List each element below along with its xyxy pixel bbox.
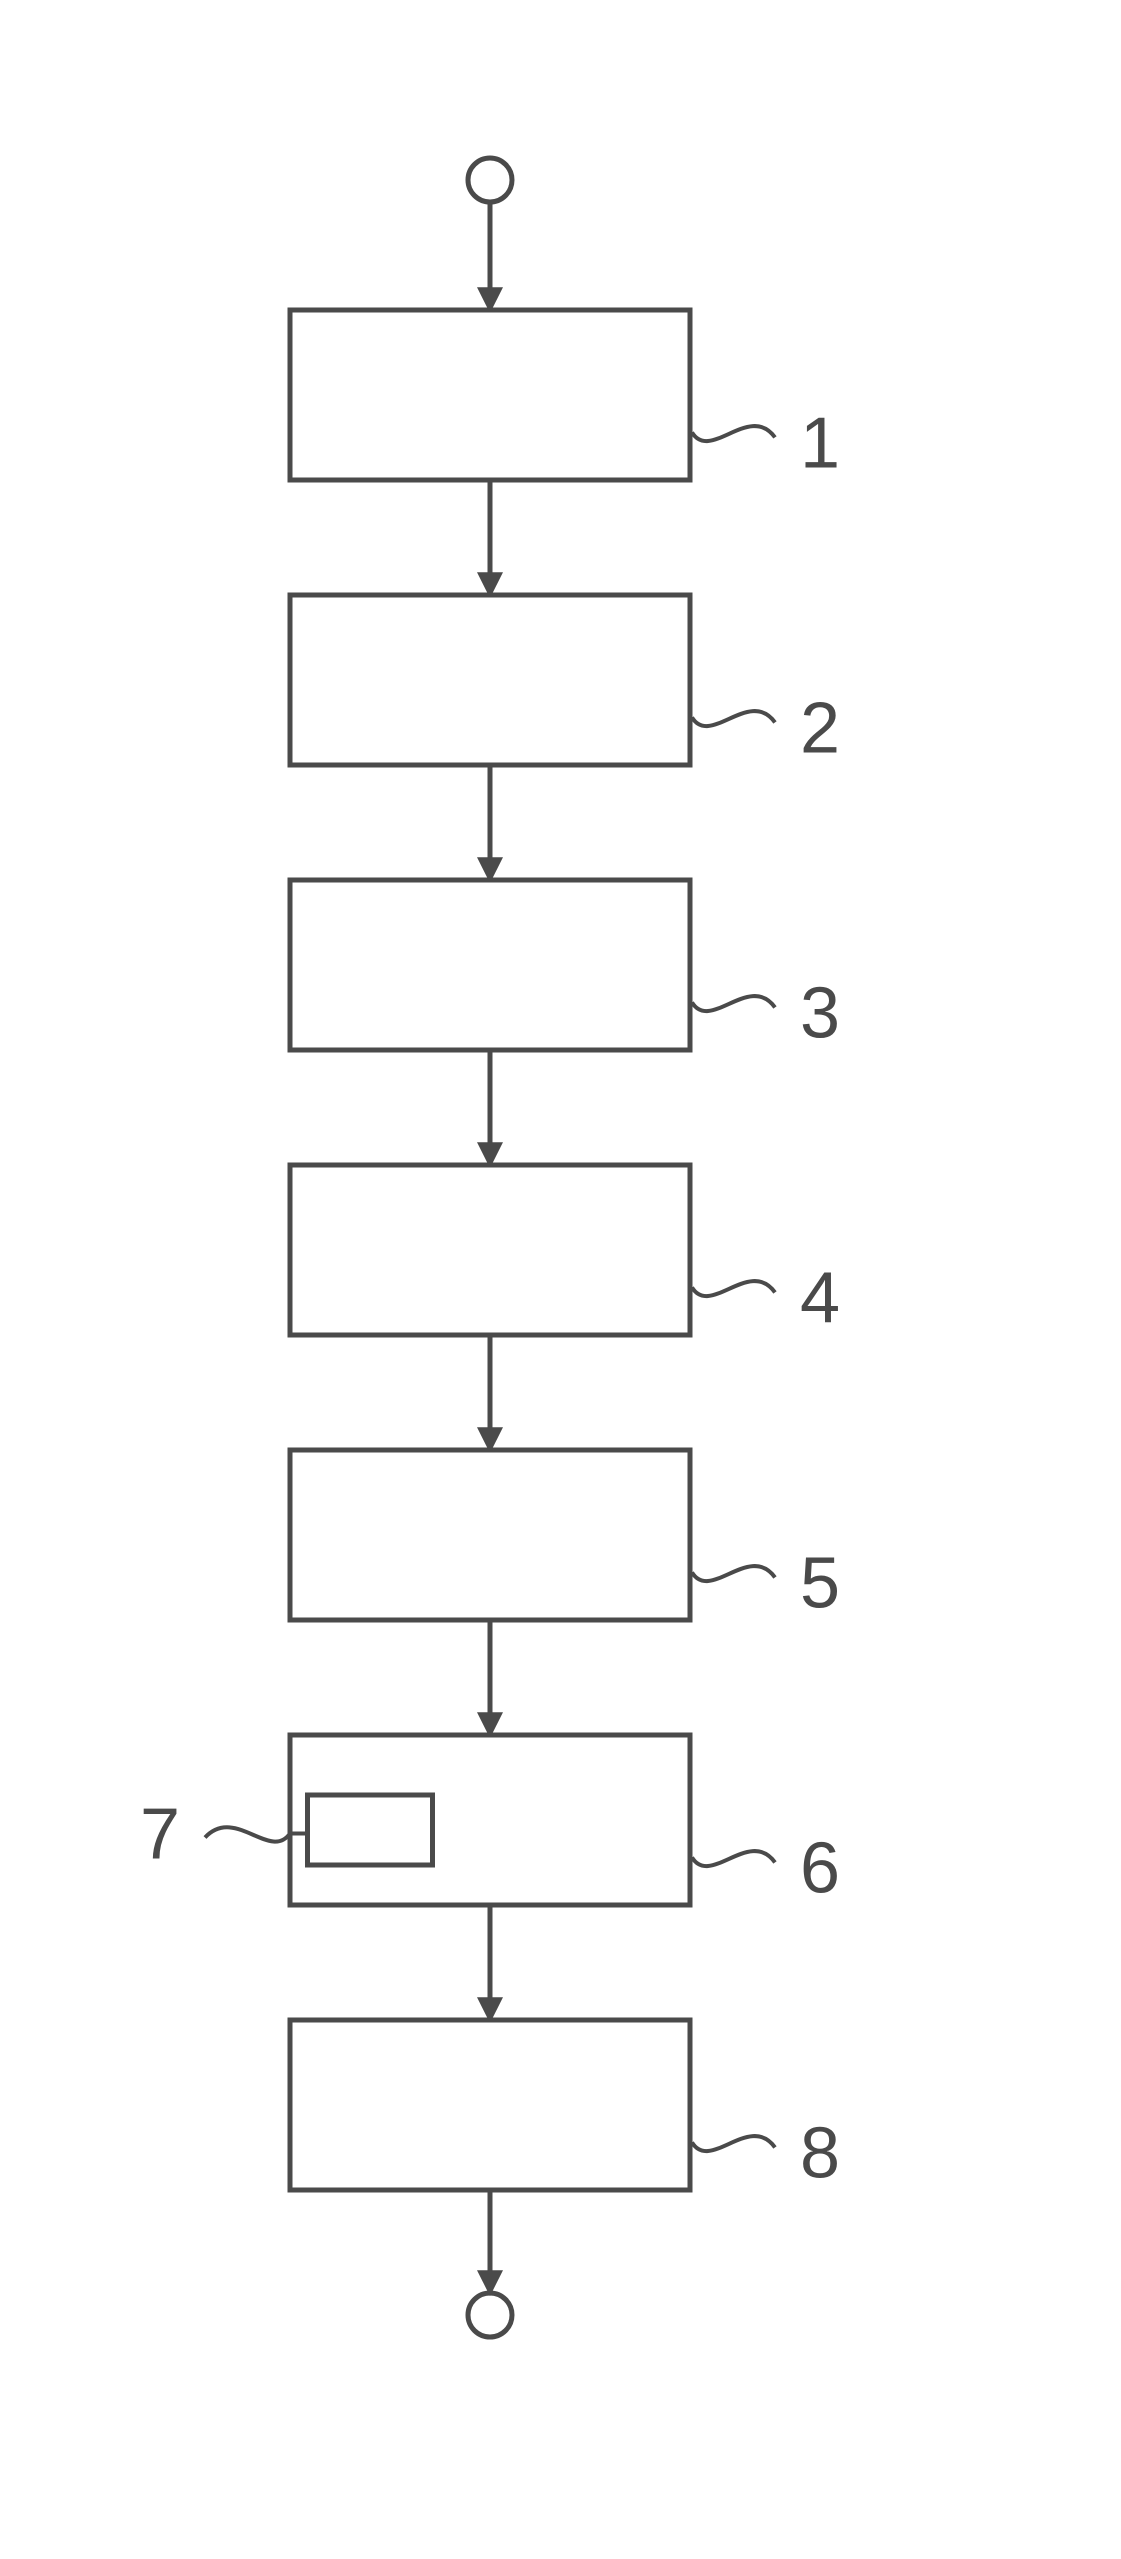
label-7: 7 [140,1795,180,1875]
box-1 [290,310,690,480]
inner-box-7 [308,1795,433,1865]
box-3 [290,880,690,1050]
flowchart-diagram: 1 2 3 4 5 6 7 8 [0,0,1121,2559]
box-4 [290,1165,690,1335]
label-1: 1 [800,404,840,484]
flowchart-svg: 1 2 3 4 5 6 7 8 [0,0,1121,2559]
label-4: 4 [800,1259,840,1339]
label-5: 5 [800,1544,840,1624]
label-3: 3 [800,974,840,1054]
box-8 [290,2020,690,2190]
box-5 [290,1450,690,1620]
label-2: 2 [800,689,840,769]
box-2 [290,595,690,765]
label-6: 6 [800,1829,840,1909]
label-8: 8 [800,2114,840,2194]
